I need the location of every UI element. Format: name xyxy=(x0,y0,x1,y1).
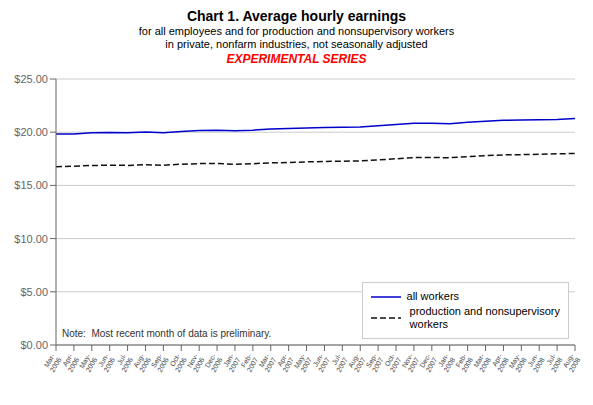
svg-text:Jun-2007: Jun-2007 xyxy=(311,352,332,373)
svg-text:Mar-2007: Mar-2007 xyxy=(257,352,278,373)
html-text:in private, nonfarm industries: in private, nonfarm industries, not seas… xyxy=(165,38,428,50)
svg-text:Sep-2007: Sep-2007 xyxy=(364,352,385,373)
svg-text:Nov-2007: Nov-2007 xyxy=(400,352,421,373)
svg-text:Jul-2008: Jul-2008 xyxy=(543,352,564,373)
html-text:EXPERIMENTAL SERIES: EXPERIMENTAL SERIES xyxy=(226,52,367,66)
svg-text:Jun-2006: Jun-2006 xyxy=(96,352,117,373)
html-text:for all employees and for prod: for all employees and for production and… xyxy=(138,25,455,37)
svg-text:Dec-2007: Dec-2007 xyxy=(418,352,439,373)
svg-text:Oct-2007: Oct-2007 xyxy=(382,352,403,373)
svg-text:$20.00: $20.00 xyxy=(14,126,48,138)
html-text:all workers: all workers xyxy=(406,290,460,302)
svg-text:Mar-2006: Mar-2006 xyxy=(42,352,63,373)
svg-text:$5.00: $5.00 xyxy=(20,286,48,298)
svg-text:May-2006: May-2006 xyxy=(78,352,99,373)
html-text:Chart 1. Average hourly earnin: Chart 1. Average hourly earnings xyxy=(186,8,407,24)
svg-text:Jan-2008: Jan-2008 xyxy=(436,352,457,373)
svg-text:$0.00: $0.00 xyxy=(20,339,48,351)
svg-text:Jan-2007: Jan-2007 xyxy=(221,352,242,373)
svg-text:Mar-2008: Mar-2008 xyxy=(472,352,493,373)
svg-text:Oct-2006: Oct-2006 xyxy=(167,352,188,373)
svg-text:$10.00: $10.00 xyxy=(14,233,48,245)
svg-text:Aug-2007: Aug-2007 xyxy=(346,352,367,373)
svg-text:Feb-2007: Feb-2007 xyxy=(239,352,260,373)
svg-text:May-2007: May-2007 xyxy=(293,352,314,373)
html-text:Note: Most recent month of dat: Note: Most recent month of data is preli… xyxy=(62,328,272,339)
svg-text:Apr-2007: Apr-2007 xyxy=(275,352,296,373)
svg-text:Feb-2008: Feb-2008 xyxy=(454,352,475,373)
svg-text:Jul-2006: Jul-2006 xyxy=(114,352,135,373)
svg-text:Aug-2006: Aug-2006 xyxy=(132,352,153,373)
svg-text:Apr-2006: Apr-2006 xyxy=(60,352,81,373)
html-text:production and nonsupervisory: production and nonsupervisory workers xyxy=(406,305,560,330)
svg-text:Jul-2007: Jul-2007 xyxy=(328,352,349,373)
svg-text:Jun-2008: Jun-2008 xyxy=(525,352,546,373)
svg-text:Apr-2008: Apr-2008 xyxy=(490,352,511,373)
svg-text:$15.00: $15.00 xyxy=(14,179,48,191)
svg-text:May-2008: May-2008 xyxy=(507,352,528,373)
svg-text:Aug-2008: Aug-2008 xyxy=(561,352,582,373)
svg-text:Nov-2006: Nov-2006 xyxy=(185,352,206,373)
svg-text:$25.00: $25.00 xyxy=(14,73,48,85)
svg-text:Dec-2006: Dec-2006 xyxy=(203,352,224,373)
svg-text:Sep-2006: Sep-2006 xyxy=(150,352,171,373)
